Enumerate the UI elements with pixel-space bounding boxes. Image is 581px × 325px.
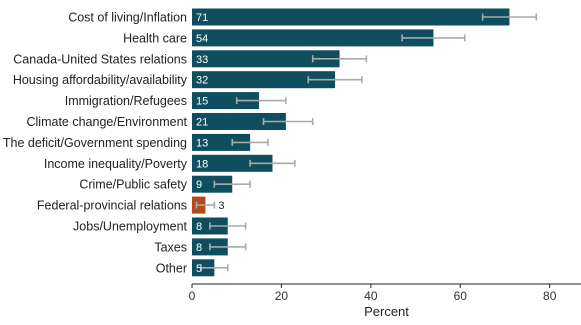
bar	[192, 8, 510, 26]
bar	[192, 50, 340, 68]
bars-layer	[192, 8, 510, 277]
category-label: Canada-United States relations	[13, 52, 187, 66]
data-label: 54	[196, 33, 208, 45]
category-label: Federal-provincial relations	[37, 199, 187, 213]
x-tick-label: 40	[364, 289, 378, 303]
data-label: 3	[218, 200, 224, 212]
error-bars-layer	[195, 13, 538, 272]
data-label: 33	[196, 54, 208, 66]
data-label: 18	[196, 158, 208, 170]
category-label: Climate change/Environment	[27, 115, 188, 129]
category-label: Crime/Public safety	[79, 178, 187, 192]
category-label: Health care	[123, 31, 187, 45]
x-tick-label: 20	[275, 289, 289, 303]
data-label: 8	[196, 221, 202, 233]
category-label: Taxes	[154, 240, 187, 254]
data-label: 32	[196, 75, 208, 87]
x-tick-label: 60	[454, 289, 468, 303]
bar	[192, 92, 260, 110]
data-label: 9	[196, 179, 202, 191]
bar	[192, 113, 286, 130]
category-label: Income inequality/Poverty	[44, 157, 188, 171]
data-label: 21	[196, 117, 208, 129]
x-tick-label: 80	[543, 289, 557, 303]
data-label: 15	[196, 96, 208, 108]
category-label: Immigration/Refugees	[65, 94, 187, 108]
category-label: Cost of living/Inflation	[68, 11, 187, 25]
bar	[192, 133, 251, 151]
category-label: Housing affordability/availability	[13, 73, 188, 87]
data-label: 13	[196, 137, 208, 149]
bar	[192, 175, 233, 193]
x-tick-label: 0	[189, 289, 196, 303]
bar	[192, 154, 273, 172]
data-label: 8	[196, 242, 202, 254]
bar	[192, 71, 336, 89]
category-label: The deficit/Government spending	[3, 136, 187, 150]
x-axis-ticks: 0 20 40 60 80	[189, 284, 557, 303]
category-label: Other	[156, 261, 187, 275]
category-label: Jobs/Unemployment	[73, 220, 187, 234]
data-label: 71	[196, 12, 208, 24]
x-axis-title: Percent	[364, 304, 409, 319]
bar	[192, 29, 434, 47]
data-label: 5	[196, 263, 202, 275]
labels-layer: Cost of living/Inflation 71 Health care 54 C…	[3, 11, 225, 276]
